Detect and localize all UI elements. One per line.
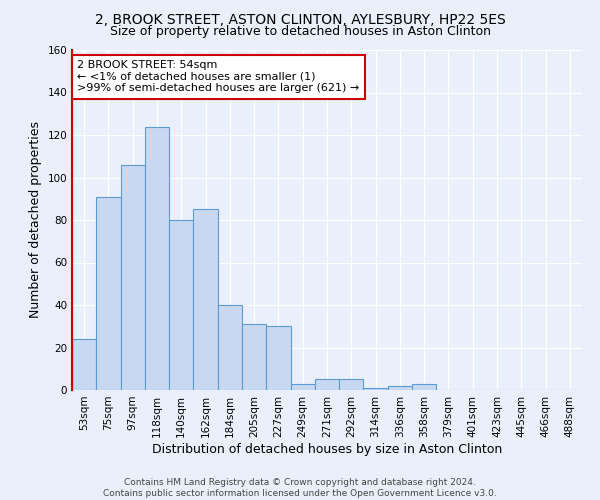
Bar (364, 388, 388, 390)
Bar (72, 339, 96, 390)
Bar (290, 384, 315, 390)
Bar (388, 386, 412, 390)
Bar (145, 126, 169, 390)
Y-axis label: Number of detached properties: Number of detached properties (29, 122, 42, 318)
X-axis label: Distribution of detached houses by size in Aston Clinton: Distribution of detached houses by size … (152, 442, 502, 456)
Bar (193, 210, 218, 390)
Bar (121, 165, 145, 390)
Bar (339, 380, 364, 390)
Text: 2, BROOK STREET, ASTON CLINTON, AYLESBURY, HP22 5ES: 2, BROOK STREET, ASTON CLINTON, AYLESBUR… (95, 12, 505, 26)
Bar (96, 196, 121, 390)
Bar (266, 326, 290, 390)
Bar (169, 220, 193, 390)
Bar (315, 380, 339, 390)
Bar (218, 305, 242, 390)
Bar (242, 324, 266, 390)
Text: Contains HM Land Registry data © Crown copyright and database right 2024.
Contai: Contains HM Land Registry data © Crown c… (103, 478, 497, 498)
Text: 2 BROOK STREET: 54sqm
← <1% of detached houses are smaller (1)
>99% of semi-deta: 2 BROOK STREET: 54sqm ← <1% of detached … (77, 60, 359, 94)
Bar (412, 384, 436, 390)
Text: Size of property relative to detached houses in Aston Clinton: Size of property relative to detached ho… (110, 25, 491, 38)
